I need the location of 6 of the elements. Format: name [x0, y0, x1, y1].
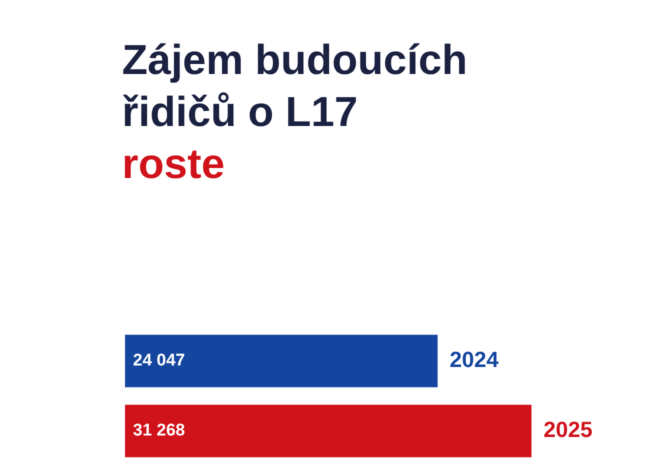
chart-title: Zájem budoucích řidičů o L17	[122, 35, 468, 137]
y-tick-label: 2025	[543, 417, 592, 442]
y-tick-label: 2024	[450, 347, 500, 372]
data-label: 24 047	[133, 350, 185, 370]
chart-subtitle: roste	[122, 139, 225, 189]
data-label: 31 268	[133, 420, 185, 440]
